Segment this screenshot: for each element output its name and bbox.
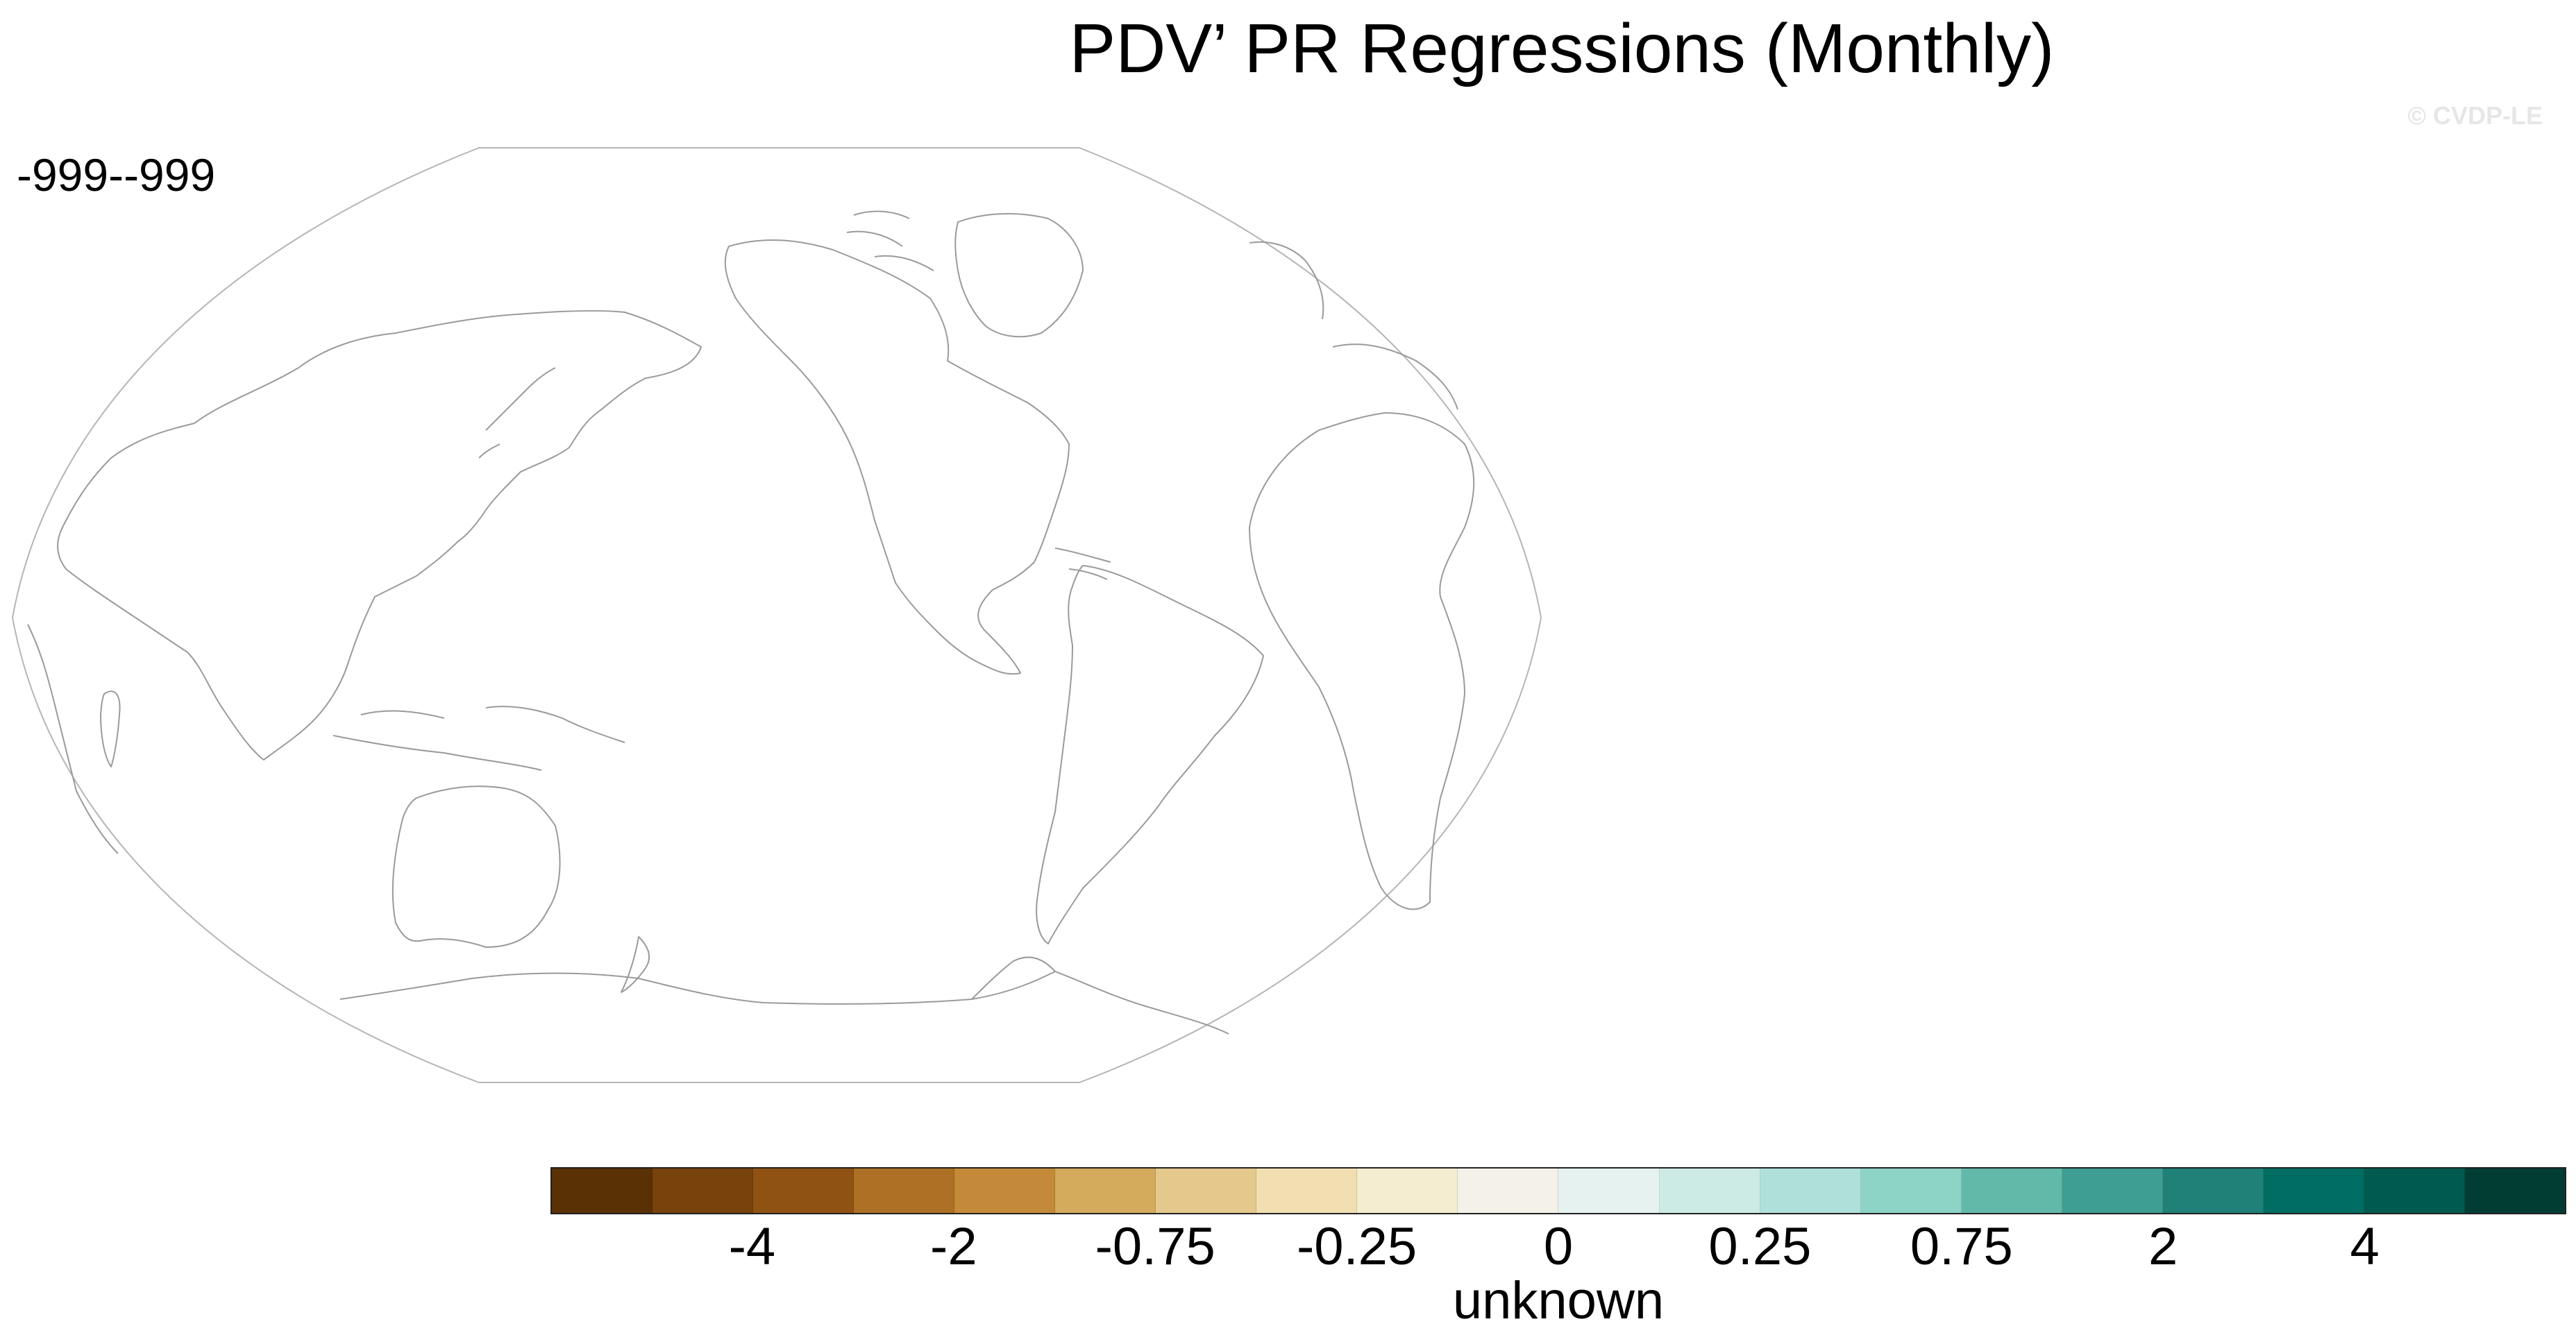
colorbar-bin bbox=[753, 1169, 855, 1213]
colorbar-tick-label: 2 bbox=[2148, 1217, 2178, 1276]
colorbar-bin bbox=[2464, 1169, 2565, 1213]
colorbar-bin bbox=[954, 1169, 1056, 1213]
colorbar-bin bbox=[1055, 1169, 1156, 1213]
colorbar-bin bbox=[1659, 1169, 1760, 1213]
colorbar-bin bbox=[1156, 1169, 1257, 1213]
coastline-japan bbox=[478, 367, 556, 459]
period-label: -999--999 bbox=[17, 149, 216, 201]
colorbar-bin bbox=[1860, 1169, 1962, 1213]
colorbar-bin bbox=[1760, 1169, 1861, 1213]
colorbar-tick-label: 0.75 bbox=[1910, 1217, 2013, 1276]
coastline-indonesia bbox=[332, 706, 625, 771]
colorbar-units-label: unknown bbox=[1452, 1271, 1665, 1330]
colorbar-bin bbox=[1357, 1169, 1458, 1213]
colorbar-bin bbox=[2162, 1169, 2264, 1213]
colorbar-bin bbox=[552, 1169, 653, 1213]
coastline-caribbean bbox=[1054, 547, 1111, 580]
colorbar-tick-label: -0.25 bbox=[1296, 1217, 1417, 1276]
colorbar-tick-label: 0 bbox=[1543, 1217, 1574, 1276]
colorbar-bin bbox=[1961, 1169, 2062, 1213]
colorbar-tick-label: -4 bbox=[728, 1217, 776, 1276]
coastline-asia bbox=[57, 309, 702, 761]
coastline-arctic-islands bbox=[846, 210, 934, 271]
colorbar-tick-label: 4 bbox=[2350, 1217, 2380, 1276]
coastline-madagascar bbox=[100, 690, 121, 767]
colorbar-bin bbox=[2062, 1169, 2163, 1213]
colorbar-bin bbox=[2263, 1169, 2364, 1213]
colorbar bbox=[550, 1167, 2566, 1214]
coastline-greenland bbox=[954, 213, 1084, 338]
colorbar-bin bbox=[1256, 1169, 1358, 1213]
coastline-south-america bbox=[1036, 565, 1264, 944]
colorbar-bin bbox=[1558, 1169, 1660, 1213]
colorbar-bin bbox=[854, 1169, 955, 1213]
colorbar-tick-label: -2 bbox=[930, 1217, 977, 1276]
colorbar-tick-label: -0.75 bbox=[1095, 1217, 1215, 1276]
colorbar-tick-label: 0.25 bbox=[1708, 1217, 1812, 1276]
coastline-new-zealand bbox=[621, 936, 650, 993]
coastline-north-america bbox=[724, 239, 1070, 675]
coastline-europe bbox=[1249, 241, 1458, 410]
coastline-antarctic-peninsula bbox=[971, 956, 1056, 1000]
colorbar-bin bbox=[2364, 1169, 2465, 1213]
colorbar-bin bbox=[653, 1169, 754, 1213]
coastline-australia bbox=[392, 785, 561, 948]
coastline-africa-west bbox=[27, 624, 119, 854]
coastline-africa-east bbox=[1249, 412, 1475, 910]
world-map bbox=[12, 147, 1542, 1083]
map-boundary bbox=[12, 147, 1542, 1083]
coastline-antarctica bbox=[339, 971, 1229, 1035]
watermark: © CVDP-LE bbox=[2407, 101, 2543, 130]
colorbar-bin bbox=[1458, 1169, 1559, 1213]
plot-title: PDV’ PR Regressions (Monthly) bbox=[1069, 10, 2055, 87]
